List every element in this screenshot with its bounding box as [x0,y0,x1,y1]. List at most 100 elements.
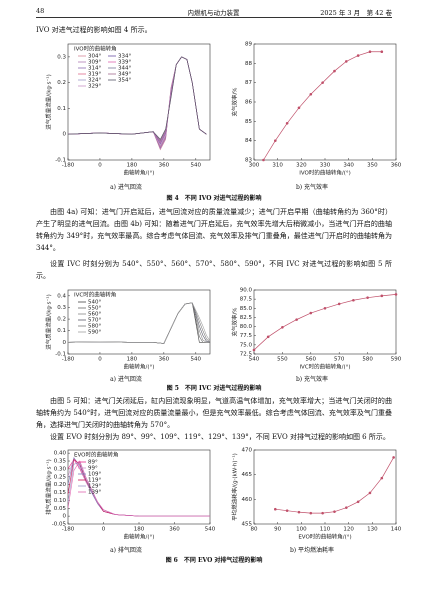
y-tick-label: -0.05 [52,522,67,528]
legend-label: 339° [118,60,131,66]
data-point [337,302,341,306]
paragraph: 设置 IVC 时刻分别为 540°、550°、560°、570°、580°、59… [36,260,392,280]
y-tick-label: 86 [245,100,252,106]
x-tick-label: 540 [191,163,202,169]
y-tick-label: 0.25 [54,474,67,480]
x-tick-label: 560 [306,357,317,363]
series-line [67,302,211,344]
x-tick-label: 180 [134,527,145,533]
y-tick-label: 72.5 [240,352,253,358]
data-point [262,158,265,162]
paragraph: IVO 对进气过程的影响如图 4 所示。 [36,26,152,34]
x-tick-label: 350 [367,163,378,169]
x-tick-label: 110 [320,527,331,533]
legend-label: 99° [88,466,98,472]
figure-caption: 图 4 不同 IVO 对进气过程的影响 [166,195,262,202]
x-tick-label: 180 [127,163,138,169]
y-tick-label: 0.10 [54,498,67,504]
y-tick-label: 0.1 [57,106,66,112]
panel-caption: a) 排气回流 [110,547,142,554]
legend-label: 304° [88,54,101,60]
legend-label: 314° [88,66,101,72]
y-tick-label: 455 [242,522,253,528]
x-tick-label: 550 [277,357,288,363]
data-point [323,306,327,310]
figure-caption: 图 6 不同 EVO 对排气过程的影响 [165,557,263,564]
y-tick-label: 88 [245,61,252,67]
y-tick-label: 0.35 [54,459,67,465]
x-axis-label: 曲轴转角/(°) [124,533,155,541]
chart: 540 550 560 570 580 590 72.5 75.0 77.5 80.0 82.5 85… [231,288,402,371]
data-point [274,507,277,511]
legend-title: IVO时的曲轴转角 [74,45,117,53]
chart: -180 0 180 360 540 -0.1 0 0.1 0.2 0.3 曲轴转角/(°) 进气质量… [45,43,211,177]
x-tick-label: 320 [296,163,307,169]
data-point [309,311,313,315]
y-tick-label: 0.05 [54,506,67,512]
x-tick-label: 120 [343,527,354,533]
legend-label: 129° [88,484,101,490]
figure-caption: 图 5 不同 IVC 对进气过程的影响 [166,385,262,392]
data-point [333,69,336,73]
data-point [285,509,289,512]
legend-label: 329° [88,84,101,90]
x-tick-label: 100 [296,527,307,533]
data-point [252,348,256,352]
plot-frame [67,289,211,355]
plot-frame [253,43,397,161]
y-axis-label: 进气质量流量/(kg·s⁻¹) [45,294,53,350]
issue: 2025 年 3 月 第 42 卷 [320,9,392,17]
x-tick-label: 360 [391,163,402,169]
x-tick-label: 360 [159,357,170,363]
header-rule [36,17,392,18]
y-tick-label: -0.1 [55,158,66,164]
legend-label: 550° [88,306,101,312]
legend-label: 319° [88,72,101,78]
plot-frame [253,289,397,355]
data-point [356,500,360,504]
paragraph: 设置 EVO 时刻分别为 89°、99°、109°、119°、129°、139°… [50,433,390,441]
data-point [281,326,284,329]
y-tick-label: 80.0 [240,324,253,330]
x-axis-label: 曲轴转角/(°) [124,169,155,177]
x-tick-label: 540 [205,527,216,533]
y-tick-label: 465 [242,472,253,478]
y-tick-label: 89 [245,42,252,48]
y-tick-label: 0.30 [54,466,67,472]
legend-label: 540° [88,300,101,306]
data-point [368,491,372,495]
data-point [394,293,398,296]
data-point [297,510,301,514]
y-tick-label: 90.0 [240,288,253,294]
y-tick-label: 83 [245,158,252,164]
y-tick-label: 470 [242,448,253,454]
data-point [380,476,384,480]
x-tick-label: 540 [191,357,202,363]
panel-caption: b) 充气效率 [295,184,329,191]
y-tick-label: 0.2 [57,80,66,86]
x-axis-label: IVC时的曲轴转角/(°) [299,363,350,371]
y-axis-label: 充气效率/% [231,87,239,116]
chart: 300 310 320 330 340 350 360 83 84 85 86 87 88 89 IVO时的… [231,42,402,177]
x-tick-label: 340 [343,163,354,169]
legend-label: 334° [118,54,131,60]
data-point [368,50,372,54]
data-point [366,296,369,299]
series-line [67,56,207,140]
x-tick-label: 0 [98,163,102,169]
legend-label: 349° [118,72,131,78]
y-tick-label: 0.1 [57,328,66,334]
y-tick-label: 0.3 [57,54,66,60]
x-tick-label: 310 [272,163,283,169]
y-tick-label: 0.4 [57,293,66,299]
chart: -180 0 180 360 540 -0.1 0 0.1 0.2 0.3 0.4 曲轴转角/(°) 进… [45,289,211,371]
x-tick-label: 180 [127,357,138,363]
x-tick-label: 570 [334,357,345,363]
x-tick-label: 90 [274,527,281,533]
x-tick-label: 80 [251,527,258,533]
y-tick-label: 0 [63,132,67,138]
data-point [309,92,313,96]
x-tick-label: 360 [159,163,170,169]
x-tick-label: 140 [391,527,402,533]
